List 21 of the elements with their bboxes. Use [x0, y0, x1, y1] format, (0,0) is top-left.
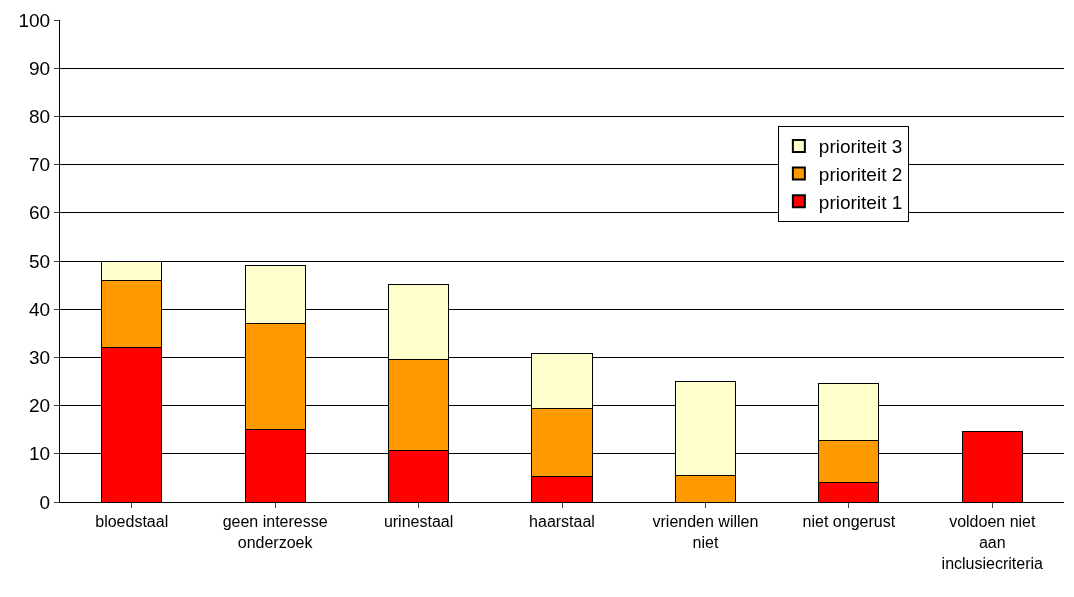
- legend-label: prioriteit 1: [818, 191, 903, 213]
- y-tick-label: 60: [29, 202, 51, 224]
- y-tick-label: 90: [29, 57, 51, 79]
- x-tick-label: niet ongerust: [802, 513, 896, 531]
- x-tick-label: urinestaal: [383, 513, 454, 531]
- x-tick-label: vrienden willen niet: [652, 513, 759, 551]
- y-tick-label: 30: [29, 347, 51, 369]
- y-tick-label: 50: [29, 250, 51, 272]
- y-tick-label: 100: [18, 9, 51, 31]
- x-tick-label: geen interesse onderzoek: [222, 513, 328, 551]
- y-tick-label: 80: [29, 106, 51, 128]
- y-tick-label: 40: [29, 298, 51, 320]
- x-tick-label: bloedstaal: [95, 513, 169, 531]
- y-tick-label: 0: [39, 491, 51, 513]
- x-tick-label: haarstaal: [529, 513, 595, 531]
- y-tick-label: 10: [29, 443, 51, 465]
- y-tick-label: 70: [29, 154, 51, 176]
- legend-label: prioriteit 3: [818, 136, 903, 158]
- legend-label: prioriteit 2: [818, 164, 903, 185]
- y-tick-label: 20: [29, 395, 51, 417]
- x-tick-label: voldoen niet aan inclusiecriteria: [941, 513, 1044, 572]
